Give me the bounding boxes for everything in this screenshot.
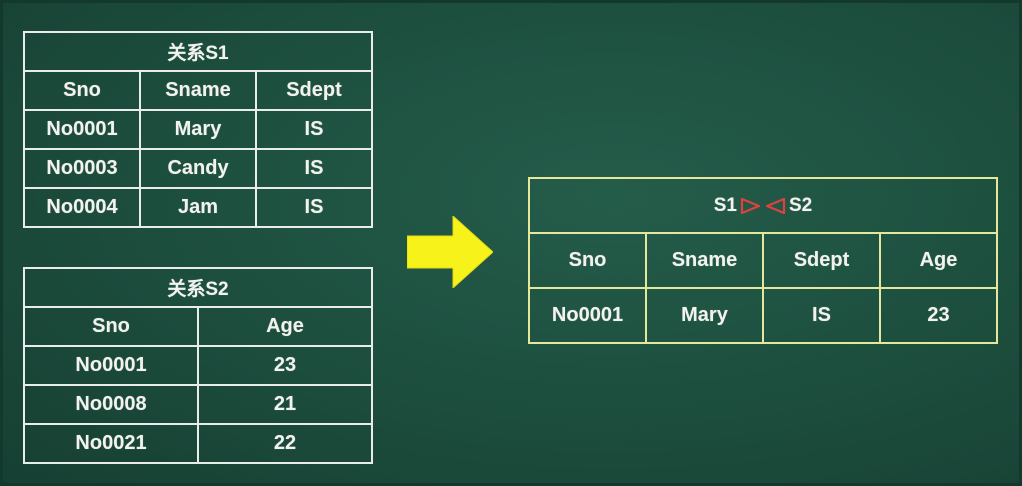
column-header: Sname — [139, 70, 257, 111]
table-cell: No0008 — [23, 384, 199, 425]
right-operand: S2 — [789, 194, 813, 216]
table-cell: No0001 — [23, 345, 199, 386]
relation-s1-table: 关系S1 Sno Sname Sdept No0001 Mary IS No00… — [22, 31, 374, 228]
table-cell: Mary — [139, 109, 257, 150]
column-header: Sno — [23, 70, 141, 111]
column-header: Age — [879, 232, 998, 289]
table-cell: No0001 — [23, 109, 141, 150]
column-header: Sdept — [762, 232, 881, 289]
table-row: No0001 23 — [23, 345, 373, 386]
column-header: Sdept — [254, 70, 374, 111]
table-row: No0004 Jam IS — [23, 187, 374, 228]
table-cell: IS — [254, 109, 374, 150]
table-cell: Candy — [139, 148, 257, 189]
table-cell: IS — [762, 287, 881, 344]
table-cell: Jam — [139, 187, 257, 228]
table-row: No0008 21 — [23, 384, 373, 425]
table-cell: 23 — [879, 287, 998, 344]
table-cell: 21 — [197, 384, 373, 425]
table-row: No0021 22 — [23, 423, 373, 464]
table-cell: 22 — [197, 423, 373, 464]
table-cell: IS — [254, 187, 374, 228]
column-header: Age — [197, 306, 373, 347]
relation-s1-caption: 关系S1 — [22, 31, 374, 72]
join-result-caption-row: S1 S2 — [528, 177, 998, 234]
table-cell: Mary — [645, 287, 764, 344]
table-row: No0003 Candy IS — [23, 148, 374, 189]
column-header: Sno — [528, 232, 647, 289]
table-cell: No0003 — [23, 148, 141, 189]
join-result-caption: S1 S2 — [528, 177, 998, 234]
column-header: Sno — [23, 306, 199, 347]
join-result-header-row: Sno Sname Sdept Age — [528, 232, 998, 289]
right-arrow-icon — [407, 216, 493, 288]
table-cell: No0004 — [23, 187, 141, 228]
table-cell: No0021 — [23, 423, 199, 464]
table-cell: IS — [254, 148, 374, 189]
relation-s2-header-row: Sno Age — [23, 306, 373, 347]
relation-s1-caption-row: 关系S1 — [22, 31, 374, 72]
join-expression: S1 S2 — [714, 195, 813, 217]
table-cell: No0001 — [528, 287, 647, 344]
join-result-table: S1 S2 Sno Sname Sdept Age No0001 Mary IS… — [528, 177, 998, 344]
relation-s2-caption-row: 关系S2 — [23, 267, 373, 308]
column-header: Sname — [645, 232, 764, 289]
table-cell: 23 — [197, 345, 373, 386]
left-operand: S1 — [713, 194, 737, 216]
relation-s2-table: 关系S2 Sno Age No0001 23 No0008 21 No0021 … — [23, 267, 373, 464]
table-row: No0001 Mary IS — [23, 109, 374, 150]
relation-s2-caption: 关系S2 — [23, 267, 373, 308]
natural-join-icon — [740, 197, 786, 214]
table-row: No0001 Mary IS 23 — [528, 287, 998, 344]
relation-s1-header-row: Sno Sname Sdept — [23, 70, 374, 111]
